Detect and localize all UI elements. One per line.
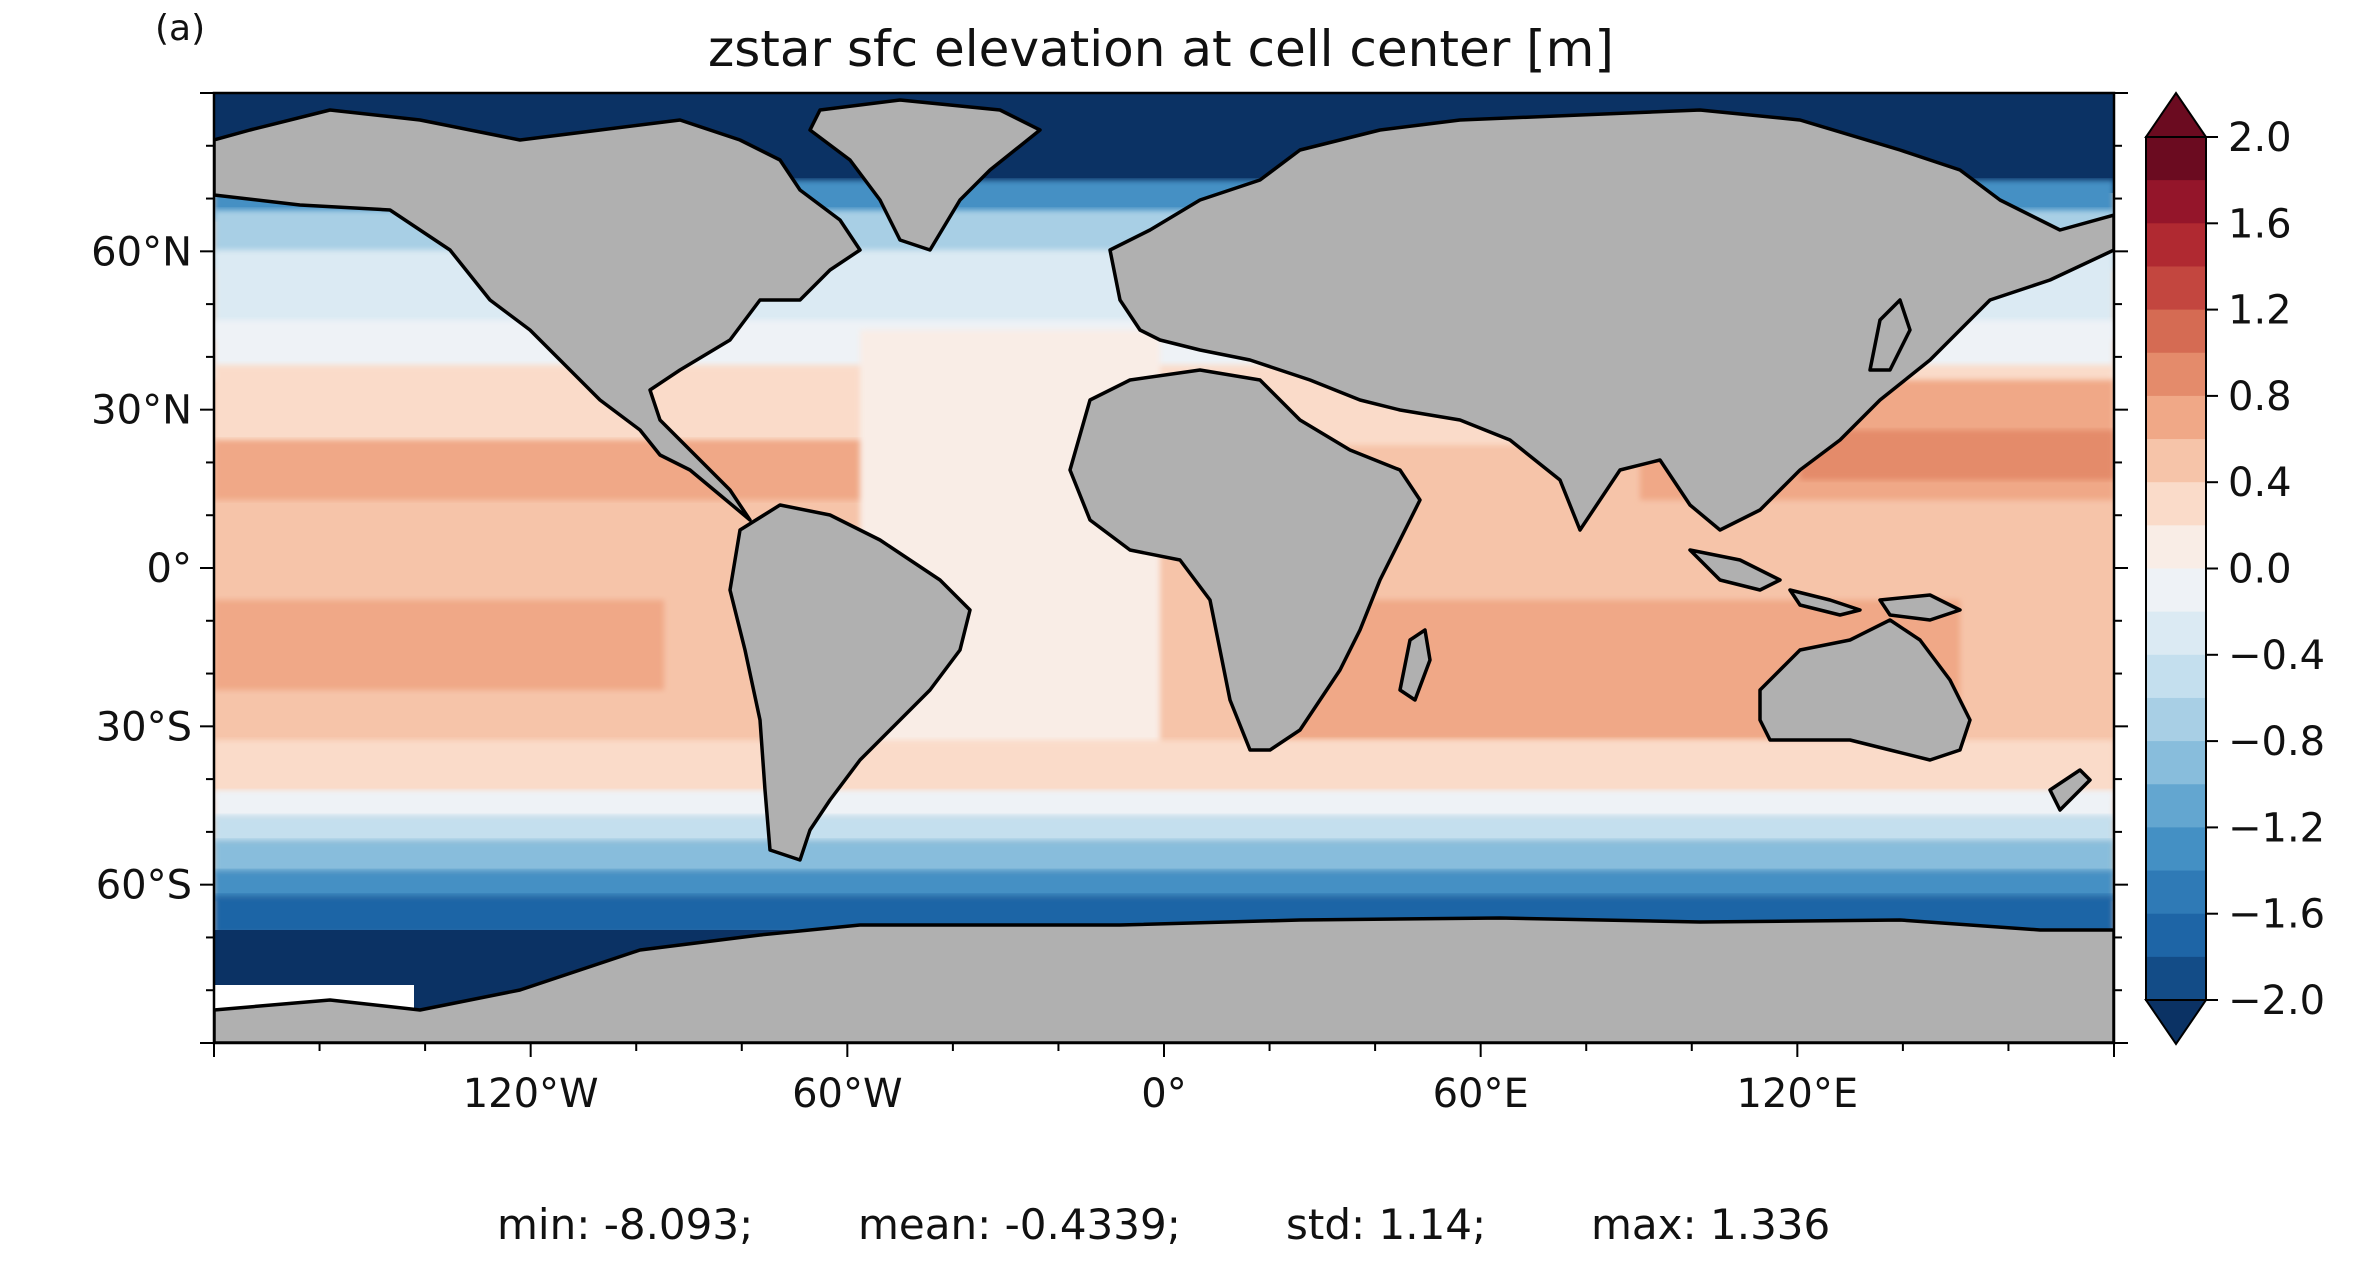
colorbar-band	[2146, 870, 2206, 915]
latitude-axis: 60°N 30°N 0° 30°S 60°S	[91, 92, 2128, 1044]
lon-tick-label: 60°E	[1433, 1071, 1529, 1117]
colorbar-tick-label: 0.8	[2228, 374, 2292, 420]
colorbar-band	[2146, 309, 2206, 354]
lat-tick-label: 60°S	[96, 863, 192, 909]
colorbar-band	[2146, 611, 2206, 656]
colorbar-band	[2146, 223, 2206, 267]
colorbar-tick-label: 0.4	[2228, 460, 2292, 506]
colorbar-tick-label: −0.4	[2228, 633, 2325, 679]
colorbar-band	[2146, 784, 2206, 828]
lon-tick-label: 120°E	[1737, 1071, 1859, 1117]
lon-tick-label: 0°	[1141, 1071, 1186, 1117]
colorbar-tick-label: 0.0	[2228, 547, 2292, 593]
colorbar-band	[2146, 352, 2206, 397]
lat-tick-label: 60°N	[91, 229, 192, 275]
colorbar: 2.0 1.6 1.2 0.8 0.4 0.0 −0.4 −0.8 −1.2 −1.6 −2.0	[2144, 91, 2325, 1046]
colorbar-tick-label: −2.0	[2228, 978, 2325, 1024]
colorbar-extend-max	[2144, 91, 2208, 138]
colorbar-band	[2146, 482, 2206, 526]
colorbar-band	[2146, 741, 2206, 785]
colorbar-band	[2146, 827, 2206, 872]
colorbar-band	[2146, 913, 2206, 958]
colorbar-tick-label: 1.2	[2228, 288, 2292, 334]
ocean-field	[214, 93, 2114, 1043]
lon-tick-label: 60°W	[792, 1071, 902, 1117]
stat-mean: mean: -0.4339;	[858, 1200, 1181, 1249]
colorbar-tick-label: −0.8	[2228, 719, 2325, 765]
colorbar-band	[2146, 395, 2206, 440]
land-mass	[214, 98, 2114, 1043]
colorbar-band	[2146, 525, 2206, 569]
colorbar-tick-label: −1.6	[2228, 892, 2325, 938]
map-title: zstar sfc elevation at cell center [m]	[708, 20, 1614, 78]
stat-min: min: -8.093;	[497, 1200, 754, 1249]
colorbar-band	[2146, 137, 2206, 181]
colorbar-tick-label: 2.0	[2228, 115, 2292, 161]
lon-tick-label: 120°W	[463, 1071, 599, 1117]
colorbar-band	[2146, 439, 2206, 483]
stat-std: std: 1.14;	[1286, 1200, 1487, 1249]
colorbar-tick-label: 1.6	[2228, 201, 2292, 247]
colorbar-band	[2146, 697, 2206, 742]
longitude-axis: 120°W 60°W 0° 60°E 120°E	[213, 1043, 2115, 1117]
lat-tick-label: 30°S	[96, 704, 192, 750]
colorbar-band	[2146, 654, 2206, 699]
panel-label: (a)	[155, 8, 206, 49]
colorbar-band	[2146, 266, 2206, 311]
lat-tick-label: 30°N	[91, 388, 192, 434]
colorbar-tick-label: −1.2	[2228, 805, 2325, 851]
stat-max: max: 1.336	[1591, 1200, 1831, 1249]
colorbar-extend-min	[2144, 999, 2208, 1046]
colorbar-band	[2146, 180, 2206, 224]
colorbar-band	[2146, 956, 2206, 1001]
colorbar-band	[2146, 568, 2206, 613]
colorbar-frame	[2145, 136, 2207, 1001]
stats-line: min: -8.093; mean: -0.4339; std: 1.14; m…	[0, 1200, 2362, 1250]
map-frame	[212, 91, 2116, 1045]
lat-tick-label: 0°	[147, 546, 192, 592]
